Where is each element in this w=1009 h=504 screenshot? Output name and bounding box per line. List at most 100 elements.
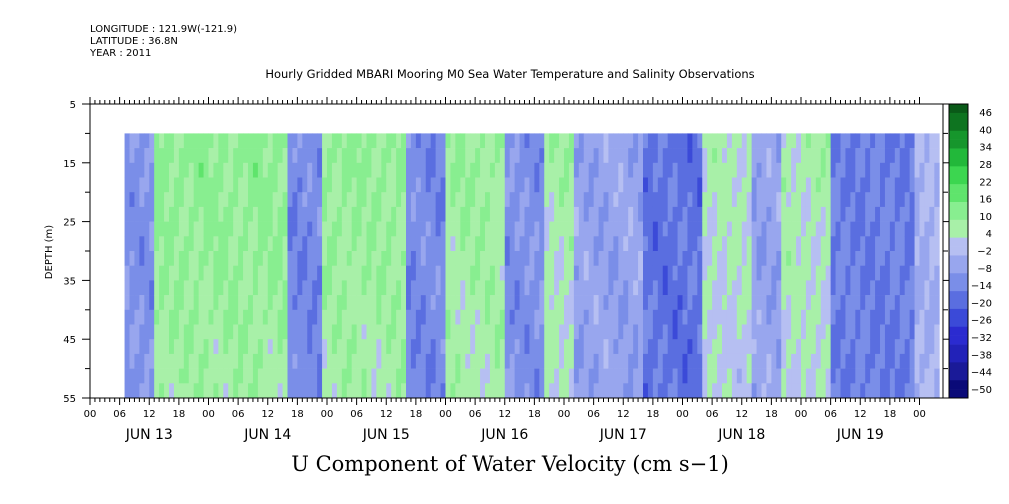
heatmap-cell xyxy=(233,206,239,222)
heatmap-cell xyxy=(154,324,160,340)
heatmap-cell xyxy=(805,353,812,369)
heatmap-cell xyxy=(401,177,407,193)
heatmap-cell xyxy=(406,368,412,384)
heatmap-cell xyxy=(514,368,520,384)
heatmap-cell xyxy=(751,236,757,252)
heatmap-cell xyxy=(243,192,249,208)
colorbar-swatch xyxy=(949,353,968,363)
heatmap-cell xyxy=(178,133,185,149)
heatmap-cell xyxy=(633,148,639,164)
heatmap-cell xyxy=(835,265,841,281)
heatmap-cell xyxy=(485,324,491,340)
heatmap-cell xyxy=(652,206,659,222)
heatmap-cell xyxy=(322,265,328,281)
heatmap-cell xyxy=(198,177,204,193)
heatmap-cell xyxy=(440,265,446,281)
heatmap-cell xyxy=(277,162,283,178)
heatmap-cell xyxy=(672,383,678,399)
heatmap-cell xyxy=(376,206,382,222)
heatmap-cell xyxy=(717,383,723,399)
heatmap-cell xyxy=(415,265,422,281)
heatmap-cell xyxy=(559,192,565,208)
heatmap-cell xyxy=(796,280,802,296)
heatmap-cell xyxy=(124,206,130,222)
heatmap-cell xyxy=(292,221,298,237)
heatmap-cell xyxy=(529,133,535,149)
heatmap-cell xyxy=(415,339,422,355)
heatmap-cell xyxy=(899,251,906,266)
heatmap-cell xyxy=(549,162,555,178)
heatmap-cell xyxy=(302,309,308,325)
heatmap-cell xyxy=(894,280,901,296)
heatmap-cell xyxy=(761,221,767,237)
x-hour-label: 18 xyxy=(291,409,304,420)
heatmap-cell xyxy=(470,295,476,311)
heatmap-cell xyxy=(445,339,451,355)
heatmap-cell xyxy=(386,177,392,193)
heatmap-cell xyxy=(331,251,338,266)
heatmap-cell xyxy=(736,353,743,369)
heatmap-cell xyxy=(223,339,229,355)
heatmap-cell xyxy=(736,206,743,222)
heatmap-cell xyxy=(465,148,471,164)
heatmap-cell xyxy=(568,221,575,237)
heatmap-cell xyxy=(406,192,412,208)
heatmap-cell xyxy=(317,368,323,384)
heatmap-cell xyxy=(307,251,313,266)
heatmap-cell xyxy=(218,353,224,369)
heatmap-cell xyxy=(183,221,190,237)
heatmap-cell xyxy=(183,251,190,266)
heatmap-cell xyxy=(717,162,723,178)
heatmap-cell xyxy=(613,324,619,340)
heatmap-cell xyxy=(805,339,812,355)
colorbar-label: 34 xyxy=(979,143,992,154)
heatmap-cell xyxy=(776,251,782,266)
heatmap-cell xyxy=(564,309,570,325)
heatmap-cell xyxy=(830,177,836,193)
heatmap-cell xyxy=(643,368,649,384)
heatmap-cell xyxy=(302,162,308,178)
heatmap-cell xyxy=(149,221,155,237)
heatmap-cell xyxy=(169,339,175,355)
heatmap-cell xyxy=(919,192,925,208)
heatmap-cell xyxy=(406,280,412,296)
heatmap-cell xyxy=(366,162,372,178)
heatmap-cell xyxy=(578,309,585,325)
heatmap-cell xyxy=(588,353,595,369)
heatmap-cell xyxy=(129,368,135,384)
heatmap-cell xyxy=(726,236,733,252)
heatmap-cell xyxy=(223,221,229,237)
heatmap-cell xyxy=(702,192,708,208)
heatmap-cell xyxy=(633,280,639,296)
heatmap-cell xyxy=(267,339,274,355)
colorbar-swatch xyxy=(949,202,968,212)
heatmap-cell xyxy=(366,236,372,252)
heatmap-cell xyxy=(435,251,441,266)
heatmap-cell xyxy=(169,148,175,164)
heatmap-cell xyxy=(336,324,343,340)
heatmap-cell xyxy=(198,353,204,369)
heatmap-cell xyxy=(618,280,624,296)
heatmap-cell xyxy=(544,148,550,164)
heatmap-cell xyxy=(238,353,244,369)
heatmap-cell xyxy=(248,265,254,281)
heatmap-cell xyxy=(815,133,822,149)
heatmap-cell xyxy=(331,353,338,369)
heatmap-cell xyxy=(830,162,836,178)
heatmap-cell xyxy=(287,192,293,208)
heatmap-cell xyxy=(356,236,362,252)
heatmap-cell xyxy=(573,251,580,266)
heatmap-cell xyxy=(667,383,674,399)
heatmap-cell xyxy=(919,251,925,266)
heatmap-cell xyxy=(435,353,441,369)
heatmap-cell xyxy=(880,324,886,340)
heatmap-cell xyxy=(475,206,481,222)
heatmap-cell xyxy=(583,236,590,252)
heatmap-cell xyxy=(243,368,249,384)
heatmap-cell xyxy=(924,177,930,193)
heatmap-cell xyxy=(608,206,614,222)
heatmap-cell xyxy=(825,133,832,149)
heatmap-cell xyxy=(761,309,767,325)
heatmap-cell xyxy=(248,295,254,311)
